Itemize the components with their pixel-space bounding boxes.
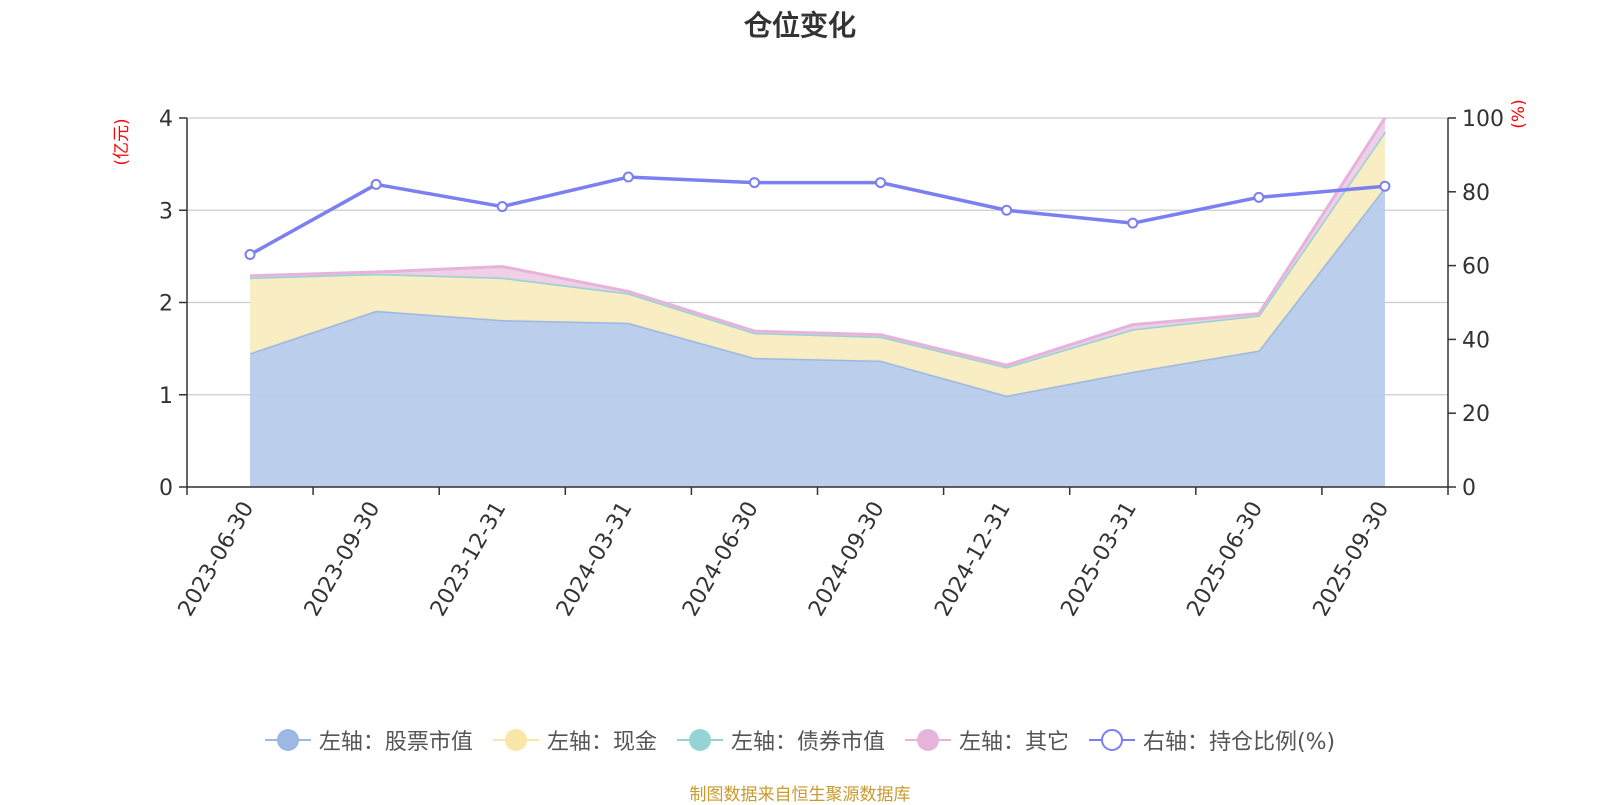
source-note: 制图数据来自恒生聚源数据库 [689, 785, 911, 805]
area-cash [250, 131, 1385, 396]
area-layer [249, 117, 1387, 487]
legend-swatch-marker [1100, 729, 1123, 751]
legend-swatch-stock [264, 729, 311, 751]
x-axis-tick-label: 2024-12-31 [930, 498, 1016, 621]
point-position-ratio [1001, 204, 1013, 216]
point-position-ratio [1253, 191, 1265, 203]
line-position-ratio [249, 175, 1386, 257]
legend: 左轴：股票市值 左轴：现金 左轴：债券市值 左轴：其它 右轴：持仓比例(%) [0, 720, 1600, 760]
x-axis-tick-label: 2023-12-31 [426, 498, 512, 621]
x-axis-tick-label: 2024-06-30 [678, 498, 764, 621]
legend-label-cash: 左轴：现金 [546, 730, 657, 755]
line-layer [244, 171, 1391, 261]
point-position-ratio [244, 249, 256, 261]
legend-swatch-other [904, 729, 951, 751]
chart-title: 仓位变化 [743, 9, 856, 42]
legend-item-bond[interactable]: 左轴：债券市值 [676, 724, 885, 756]
left-axis-tick-label: 1 [159, 384, 173, 409]
x-axis-tick-label: 2025-09-30 [1309, 498, 1395, 621]
right-axis-tick-label: 100 [1462, 107, 1504, 132]
x-axis-tick-label: 2024-09-30 [804, 498, 890, 621]
point-position-ratio [1127, 217, 1139, 229]
legend-swatch-marker [916, 729, 939, 751]
left-axis-tick-label: 2 [159, 292, 173, 317]
x-axis-tick-label: 2025-06-30 [1182, 498, 1268, 621]
right-axis-unit: (%) [1509, 99, 1529, 128]
x-axis-tick-label: 2024-03-31 [552, 498, 638, 621]
right-axis-tick-label: 80 [1462, 181, 1490, 206]
point-position-ratio [496, 201, 508, 213]
x-axis-tick-label: 2023-06-30 [174, 498, 260, 621]
legend-swatch-cash [492, 729, 539, 751]
left-axis-tick-label: 4 [159, 107, 173, 132]
area-stock [250, 187, 1385, 487]
legend-item-other[interactable]: 左轴：其它 [904, 724, 1069, 756]
left-axis-tick-label: 0 [159, 476, 173, 501]
legend-item-cash[interactable]: 左轴：现金 [492, 724, 657, 756]
x-axis-tick-label: 2023-09-30 [300, 498, 386, 621]
legend-swatch-bond [676, 729, 723, 751]
point-position-ratio [370, 178, 382, 190]
legend-label-stock: 左轴：股票市值 [318, 730, 473, 755]
legend-swatch-position-ratio [1088, 729, 1135, 751]
point-position-ratio [748, 177, 760, 189]
legend-label-position-ratio: 右轴：持仓比例(%) [1142, 730, 1336, 755]
legend-swatch-marker [276, 729, 299, 751]
right-axis-tick-label: 60 [1462, 255, 1490, 280]
right-axis-tick-label: 20 [1462, 402, 1490, 427]
right-axis-tick-label: 0 [1462, 476, 1476, 501]
area-line-other [250, 117, 1387, 367]
legend-swatch-marker [688, 729, 711, 751]
right-axis-tick-label: 40 [1462, 328, 1490, 353]
point-position-ratio [1379, 180, 1391, 192]
legend-item-position-ratio[interactable]: 右轴：持仓比例(%) [1088, 724, 1336, 756]
x-axis-tick-label: 2025-03-31 [1056, 498, 1142, 621]
point-position-ratio [622, 171, 634, 183]
legend-item-stock[interactable]: 左轴：股票市值 [264, 724, 473, 756]
legend-swatch-marker [504, 729, 527, 751]
point-position-ratio [875, 177, 887, 189]
legend-label-bond: 左轴：债券市值 [730, 730, 885, 755]
left-axis-tick-label: 3 [159, 199, 173, 224]
left-axis-unit: (亿元) [112, 118, 132, 165]
legend-label-other: 左轴：其它 [958, 730, 1069, 755]
